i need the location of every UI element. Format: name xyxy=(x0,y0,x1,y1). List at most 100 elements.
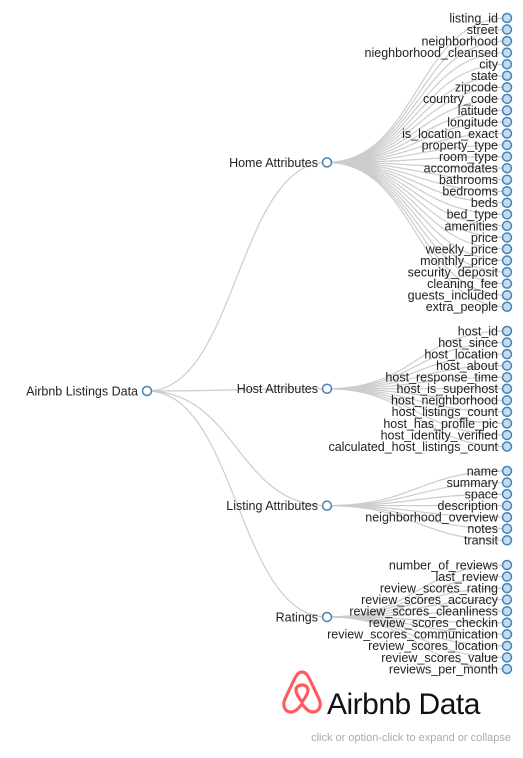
leaf-node-neighborhood-overview[interactable]: neighborhood_overview xyxy=(365,511,513,525)
group-node-host-attributes[interactable]: Host Attributes xyxy=(237,382,333,396)
leaf-node-last-review-circle[interactable] xyxy=(501,571,513,582)
leaf-node-host-id-circle[interactable] xyxy=(501,325,513,337)
leaf-node-host-neighborhood-circle[interactable] xyxy=(501,395,513,406)
leaf-node-is-location-exact-circle[interactable] xyxy=(501,128,513,139)
group-node-listing-attributes-circle[interactable] xyxy=(321,500,333,511)
leaf-node-property-type-circle[interactable] xyxy=(501,139,513,151)
leaf-node-space-circle[interactable] xyxy=(501,488,513,500)
leaf-node-state[interactable]: state xyxy=(471,69,513,83)
leaf-node-host-about-circle[interactable] xyxy=(501,360,513,371)
leaf-node-weekly-price-circle[interactable] xyxy=(501,243,513,255)
leaf-node-summary-circle[interactable] xyxy=(501,477,513,488)
leaf-node-number-of-reviews[interactable]: number_of_reviews xyxy=(389,558,513,572)
leaf-node-guests-included-circle[interactable] xyxy=(501,289,513,301)
leaf-node-accomodates[interactable]: accomodates xyxy=(424,162,513,176)
leaf-node-notes[interactable]: notes xyxy=(467,522,513,536)
leaf-node-review-scores-communication-circle[interactable] xyxy=(501,629,513,640)
leaf-node-price[interactable]: price xyxy=(471,231,513,245)
leaf-node-transit-circle[interactable] xyxy=(501,535,513,546)
group-node-ratings[interactable]: Ratings xyxy=(276,610,333,624)
leaf-node-bedrooms[interactable]: bedrooms xyxy=(442,185,513,199)
leaf-node-host-has-profile-pic-circle[interactable] xyxy=(501,418,513,429)
leaf-node-host-response-time[interactable]: host_response_time xyxy=(385,371,513,385)
leaf-node-bedrooms-circle[interactable] xyxy=(501,186,513,197)
leaf-node-accomodates-circle[interactable] xyxy=(501,162,513,174)
leaf-node-listing-id-circle[interactable] xyxy=(501,12,513,24)
group-node-ratings-circle[interactable] xyxy=(321,611,333,623)
leaf-node-extra-people[interactable]: extra_people xyxy=(426,300,513,314)
leaf-node-latitude-circle[interactable] xyxy=(501,105,513,116)
leaf-node-listing-id[interactable]: listing_id xyxy=(449,11,513,25)
leaf-node-guests-included[interactable]: guests_included xyxy=(408,289,513,303)
leaf-node-cleaning-fee[interactable]: cleaning_fee xyxy=(427,277,513,291)
leaf-node-longitude[interactable]: longitude xyxy=(447,115,513,129)
leaf-node-extra-people-circle[interactable] xyxy=(501,301,513,312)
leaf-node-review-scores-rating[interactable]: review_scores_rating xyxy=(380,581,513,595)
leaf-node-street[interactable]: street xyxy=(467,23,513,37)
leaf-node-bathrooms[interactable]: bathrooms xyxy=(439,173,513,187)
leaf-node-host-listings-count-circle[interactable] xyxy=(501,406,513,418)
leaf-node-review-scores-communication[interactable]: review_scores_communication xyxy=(327,628,513,642)
leaf-node-monthly-price[interactable]: monthly_price xyxy=(420,254,513,268)
leaf-node-description[interactable]: description xyxy=(438,499,513,513)
leaf-node-space[interactable]: space xyxy=(465,487,513,501)
leaf-node-review-scores-cleanliness[interactable]: review_scores_cleanliness xyxy=(349,605,513,619)
leaf-node-review-scores-rating-circle[interactable] xyxy=(501,582,513,594)
leaf-node-review-scores-accuracy[interactable]: review_scores_accuracy xyxy=(361,593,513,607)
leaf-node-neighborhood[interactable]: neighborhood xyxy=(422,34,513,48)
leaf-node-last-review[interactable]: last_review xyxy=(435,570,513,584)
leaf-node-review-scores-checkin[interactable]: review_scores_checkin xyxy=(369,616,513,630)
leaf-node-host-listings-count[interactable]: host_listings_count xyxy=(392,405,513,419)
leaf-node-calculated-host-listings-count-circle[interactable] xyxy=(501,441,513,452)
leaf-node-bed-type-circle[interactable] xyxy=(501,209,513,220)
leaf-node-name-circle[interactable] xyxy=(501,465,513,477)
leaf-node-notes-circle[interactable] xyxy=(501,523,513,534)
leaf-node-host-is-superhost[interactable]: host_is_superhost xyxy=(397,382,513,396)
leaf-node-host-response-time-circle[interactable] xyxy=(501,371,513,383)
leaf-node-nieghborhood-cleansed-circle[interactable] xyxy=(501,47,513,58)
leaf-node-property-type[interactable]: property_type xyxy=(422,138,513,152)
leaf-node-host-about[interactable]: host_about xyxy=(436,359,513,373)
leaf-node-room-type-circle[interactable] xyxy=(501,151,513,162)
leaf-node-name[interactable]: name xyxy=(467,464,513,478)
leaf-node-price-circle[interactable] xyxy=(501,232,513,243)
leaf-node-longitude-circle[interactable] xyxy=(501,116,513,128)
leaf-node-security-deposit[interactable]: security_deposit xyxy=(408,265,513,279)
root-node-circle[interactable] xyxy=(141,385,153,397)
group-node-home-attributes-circle[interactable] xyxy=(321,157,333,168)
leaf-node-cleaning-fee-circle[interactable] xyxy=(501,278,513,289)
leaf-node-street-circle[interactable] xyxy=(501,24,513,35)
leaf-node-latitude[interactable]: latitude xyxy=(458,104,513,118)
leaf-node-zipcode-circle[interactable] xyxy=(501,82,513,93)
leaf-node-review-scores-accuracy-circle[interactable] xyxy=(501,594,513,605)
leaf-node-city-circle[interactable] xyxy=(501,58,513,70)
leaf-node-host-since-circle[interactable] xyxy=(501,337,513,348)
leaf-node-host-is-superhost-circle[interactable] xyxy=(501,383,513,394)
leaf-node-weekly-price[interactable]: weekly_price xyxy=(425,242,513,256)
leaf-node-review-scores-value-circle[interactable] xyxy=(501,652,513,663)
leaf-node-transit[interactable]: transit xyxy=(464,534,513,548)
leaf-node-country-code-circle[interactable] xyxy=(501,93,513,105)
leaf-node-city[interactable]: city xyxy=(479,58,513,72)
leaf-node-summary[interactable]: summary xyxy=(447,476,513,490)
leaf-node-description-circle[interactable] xyxy=(501,500,513,511)
group-node-home-attributes[interactable]: Home Attributes xyxy=(229,156,333,170)
leaf-node-neighborhood-circle[interactable] xyxy=(501,35,513,47)
leaf-node-review-scores-cleanliness-circle[interactable] xyxy=(501,605,513,617)
leaf-node-calculated-host-listings-count[interactable]: calculated_host_listings_count xyxy=(328,440,513,454)
leaf-node-reviews-per-month-circle[interactable] xyxy=(501,663,513,675)
leaf-node-room-type[interactable]: room_type xyxy=(439,150,513,164)
leaf-node-beds-circle[interactable] xyxy=(501,197,513,209)
leaf-node-reviews-per-month[interactable]: reviews_per_month xyxy=(389,662,513,676)
leaf-node-zipcode[interactable]: zipcode xyxy=(455,81,513,95)
leaf-node-host-has-profile-pic[interactable]: host_has_profile_pic xyxy=(383,417,513,431)
leaf-node-review-scores-location-circle[interactable] xyxy=(501,640,513,652)
leaf-node-security-deposit-circle[interactable] xyxy=(501,266,513,278)
leaf-node-host-identity-verified[interactable]: host_identity_verified xyxy=(381,428,513,442)
leaf-node-host-location[interactable]: host_location xyxy=(424,347,513,361)
leaf-node-number-of-reviews-circle[interactable] xyxy=(501,559,513,571)
leaf-node-review-scores-checkin-circle[interactable] xyxy=(501,617,513,628)
leaf-node-amenities[interactable]: amenities xyxy=(445,219,513,233)
leaf-node-neighborhood-overview-circle[interactable] xyxy=(501,511,513,523)
leaf-node-amenities-circle[interactable] xyxy=(501,220,513,232)
